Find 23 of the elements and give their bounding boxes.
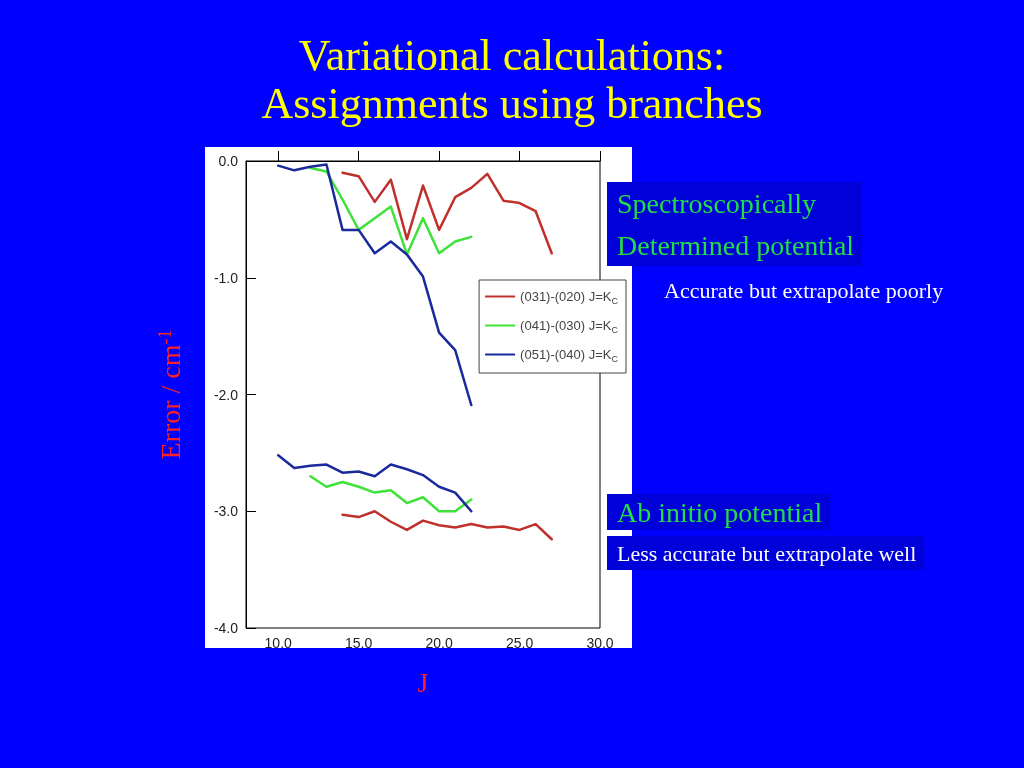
x-tick-label: 25.0 [505,635,534,651]
line-series [276,163,473,407]
y-tick-label: -4.0 [213,620,239,636]
line-series [276,453,473,513]
chart-title: Variational calculations: Assignments using branches [261,30,763,128]
text: Ab initio potential [617,496,823,528]
x-tick-label: 15.0 [345,635,373,651]
text: Spectroscopically Determined potential [617,187,855,261]
text: Accurate but extrapolate poorly [664,277,944,303]
y-axis-title: Error / cm-1 [154,329,186,460]
line-series [341,510,553,541]
y-tick-label: -3.0 [213,503,239,520]
x-axis-title: J [417,666,429,698]
line-series [341,171,553,255]
line-series [309,474,473,513]
x-tick-label: 20.0 [425,635,453,651]
line-series [309,166,473,256]
text: Less accurate but extrapolate well [617,540,917,566]
y-tick-label: -1.0 [213,269,239,286]
y-tick-label: 0.0 [218,153,239,169]
x-tick-label: 10.0 [264,635,293,651]
x-tick-label: 30.0 [586,635,614,651]
y-tick-label: -2.0 [213,386,239,403]
